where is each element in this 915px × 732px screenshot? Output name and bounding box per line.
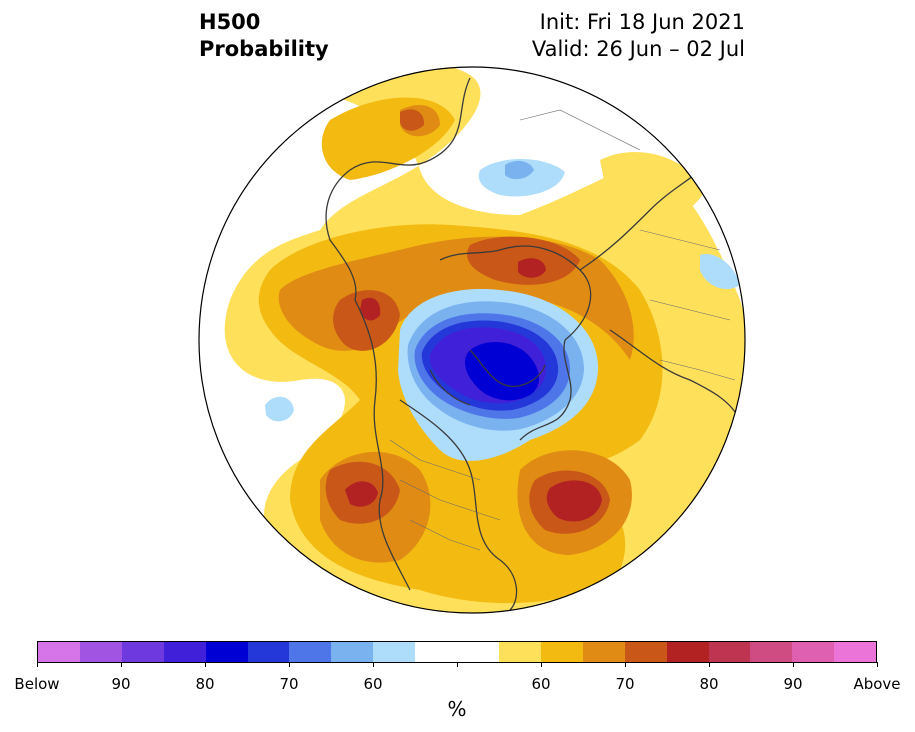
colorbar-cell	[289, 642, 332, 662]
colorbar-units: %	[447, 697, 467, 721]
colorbar-tick-label: 60	[363, 675, 383, 693]
colorbar-cell	[38, 642, 80, 662]
colorbar-tick-label: 70	[615, 675, 635, 693]
probability-field	[224, 67, 745, 613]
colorbar-cell	[205, 642, 248, 662]
above-normal-region-red	[345, 258, 602, 522]
colorbar-cell	[708, 642, 751, 662]
colorbar-tick-mark	[121, 662, 122, 667]
colorbar-tick-label: Below	[14, 675, 60, 693]
colorbar-cell	[540, 642, 583, 662]
map-title: H500 Probability	[199, 9, 329, 63]
colorbar-tick-label: 90	[783, 675, 803, 693]
colorbar-tick-mark	[289, 662, 290, 667]
init-date: Init: Fri 18 Jun 2021	[539, 10, 745, 34]
colorbar-cell	[457, 642, 499, 662]
colorbar-tick-mark	[877, 662, 878, 667]
colorbar-cell	[624, 642, 667, 662]
colorbar-tick-mark	[37, 662, 38, 667]
colorbar-tick-label: 70	[279, 675, 299, 693]
colorbar-cell	[331, 642, 374, 662]
colorbar-tick-mark	[541, 662, 542, 667]
colorbar-cell	[582, 642, 625, 662]
globe-outline	[198, 66, 746, 614]
colorbar-tick-label: Above	[853, 675, 901, 693]
polar-map	[198, 66, 746, 614]
forecast-dates: Init: Fri 18 Jun 2021 Valid: 26 Jun – 02…	[532, 9, 745, 63]
coastlines	[325, 77, 741, 611]
colorbar	[37, 641, 877, 663]
colorbar-tick-mark	[709, 662, 710, 667]
colorbar-cell	[247, 642, 290, 662]
colorbar-tick-mark	[373, 662, 374, 667]
colorbar-cell	[415, 642, 458, 662]
colorbar-tick-label: 80	[195, 675, 215, 693]
colorbar-cell	[79, 642, 122, 662]
colorbar-tick-label: 60	[531, 675, 551, 693]
colorbar-tick-label: 90	[111, 675, 131, 693]
colorbar-cell	[834, 642, 877, 662]
colorbar-cell	[498, 642, 541, 662]
title-variable: H500	[199, 10, 261, 34]
colorbar-cell	[666, 642, 709, 662]
colorbar-cell	[373, 642, 416, 662]
colorbar-tick-mark	[625, 662, 626, 667]
colorbar-tick-mark	[205, 662, 206, 667]
colorbar-tick-label: 80	[699, 675, 719, 693]
title-product: Probability	[199, 37, 329, 61]
colorbar-cell	[750, 642, 793, 662]
above-normal-region-ne	[600, 151, 705, 221]
colorbar-tick-mark	[793, 662, 794, 667]
colorbar-cell	[163, 642, 206, 662]
borders	[389, 109, 736, 551]
colorbar-cell	[792, 642, 835, 662]
valid-date: Valid: 26 Jun – 02 Jul	[531, 37, 745, 61]
colorbar-tick-mark	[457, 662, 458, 667]
colorbar-cell	[121, 642, 164, 662]
